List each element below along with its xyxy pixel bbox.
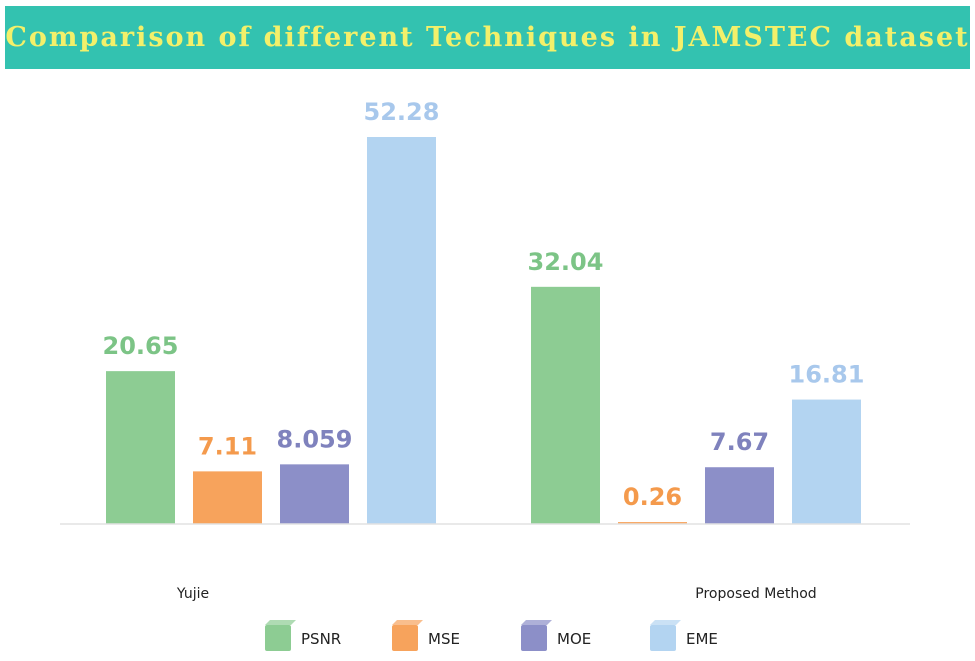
bars-layer xyxy=(106,137,861,524)
value-label-eme-yujie: 52.28 xyxy=(364,98,440,126)
category-label-proposed-method: Proposed Method xyxy=(695,586,816,602)
legend-swatch-top-moe xyxy=(521,620,552,625)
legend-swatch-moe xyxy=(521,625,547,651)
value-label-mse-proposed-method: 0.26 xyxy=(623,483,682,511)
legend-swatch-psnr xyxy=(265,625,291,651)
legend-swatch-top-eme xyxy=(650,620,681,625)
value-label-moe-yujie: 8.059 xyxy=(277,425,353,453)
legend-item-psnr: PSNR xyxy=(265,620,341,651)
bar-moe-proposed-method xyxy=(705,467,774,524)
bar-mse-yujie xyxy=(193,471,262,524)
value-label-eme-proposed-method: 16.81 xyxy=(789,361,865,389)
title-banner: Comparison of different Techniques in JA… xyxy=(5,6,970,69)
bar-psnr-yujie xyxy=(106,371,175,524)
legend-label-eme: EME xyxy=(686,630,718,648)
value-label-mse-yujie: 7.11 xyxy=(198,432,257,460)
category-label-yujie: Yujie xyxy=(176,586,209,602)
legend-label-psnr: PSNR xyxy=(301,630,341,648)
bar-psnr-proposed-method xyxy=(531,286,600,524)
legend-swatch-top-psnr xyxy=(265,620,296,625)
category-labels-layer: Yujie Proposed Method xyxy=(176,586,817,602)
value-label-psnr-proposed-method: 32.04 xyxy=(528,248,604,276)
legend-item-mse: MSE xyxy=(392,620,460,651)
value-labels-layer: 20.65 32.04 7.11 0.26 8.059 7.67 52.28 16.81 xyxy=(103,98,865,511)
legend-label-moe: MOE xyxy=(557,630,591,648)
legend-swatch-mse xyxy=(392,625,418,651)
value-label-psnr-yujie: 20.65 xyxy=(103,332,179,360)
legend-item-eme: EME xyxy=(650,620,718,651)
legend-swatch-eme xyxy=(650,625,676,651)
legend-swatch-top-mse xyxy=(392,620,423,625)
bar-eme-proposed-method xyxy=(792,399,861,524)
bar-eme-yujie xyxy=(367,137,436,524)
legend-item-moe: MOE xyxy=(521,620,591,651)
legend: PSNR MSE MOE EME xyxy=(265,620,718,651)
chart-title: Comparison of different Techniques in JA… xyxy=(5,22,970,53)
value-label-moe-proposed-method: 7.67 xyxy=(710,428,769,456)
legend-label-mse: MSE xyxy=(428,630,460,648)
bar-moe-yujie xyxy=(280,464,349,524)
bar-mse-proposed-method xyxy=(618,522,687,524)
